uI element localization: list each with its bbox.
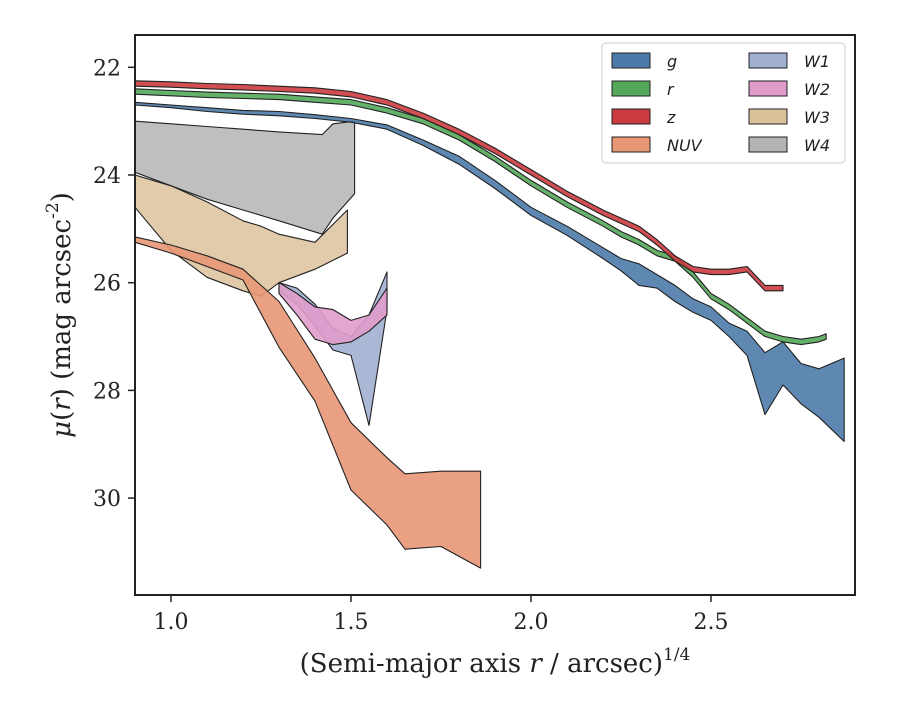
series-band-g <box>135 101 845 443</box>
y-axis-label: μ(r) (mag arcsec-2) <box>43 192 77 438</box>
y-tick-label-26: 26 <box>93 272 121 297</box>
series-band-w4 <box>135 120 356 235</box>
legend-label-z: z <box>666 108 676 127</box>
legend-swatch-w1 <box>748 52 788 69</box>
legend-swatch-z <box>611 108 651 125</box>
legend-label-w2: W2 <box>804 80 830 99</box>
x-axis-label: (Semi-major axis r / arcsec)1/4 <box>300 645 691 679</box>
legend-label-w1: W1 <box>804 52 830 71</box>
x-tick-label-1.5: 1.5 <box>334 610 369 635</box>
legend-label-w4: W4 <box>804 136 830 155</box>
legend-label-w3: W3 <box>804 108 830 127</box>
legend-label-nuv: NUV <box>667 136 703 155</box>
legend: grz NUV W1 W2 W3 W4 <box>601 42 846 164</box>
legend-swatch-w3 <box>748 108 788 125</box>
x-tick-label-2.5: 2.5 <box>694 610 729 635</box>
series-band-w3 <box>135 174 348 297</box>
legend-swatch-r <box>611 80 651 97</box>
legend-swatch-nuv <box>611 136 651 153</box>
legend-swatch-w4 <box>748 136 788 153</box>
legend-swatch-w2 <box>748 80 788 97</box>
plot-series-group <box>135 80 845 569</box>
series-band-z <box>135 80 784 292</box>
x-tick-label-1.0: 1.0 <box>154 610 189 635</box>
series-band-w2 <box>278 282 388 346</box>
y-tick-label-30: 30 <box>93 487 121 512</box>
legend-label-g: g <box>667 52 677 71</box>
y-tick-label-24: 24 <box>93 164 121 189</box>
legend-box <box>601 42 846 164</box>
legend-label-r: r <box>667 80 675 99</box>
y-tick-label-22: 22 <box>93 56 121 81</box>
y-tick-label-28: 28 <box>93 379 121 404</box>
series-band-nuv <box>135 236 482 569</box>
x-tick-label-2.0: 2.0 <box>514 610 549 635</box>
legend-swatch-g <box>611 52 651 69</box>
axes-frame <box>134 34 856 596</box>
